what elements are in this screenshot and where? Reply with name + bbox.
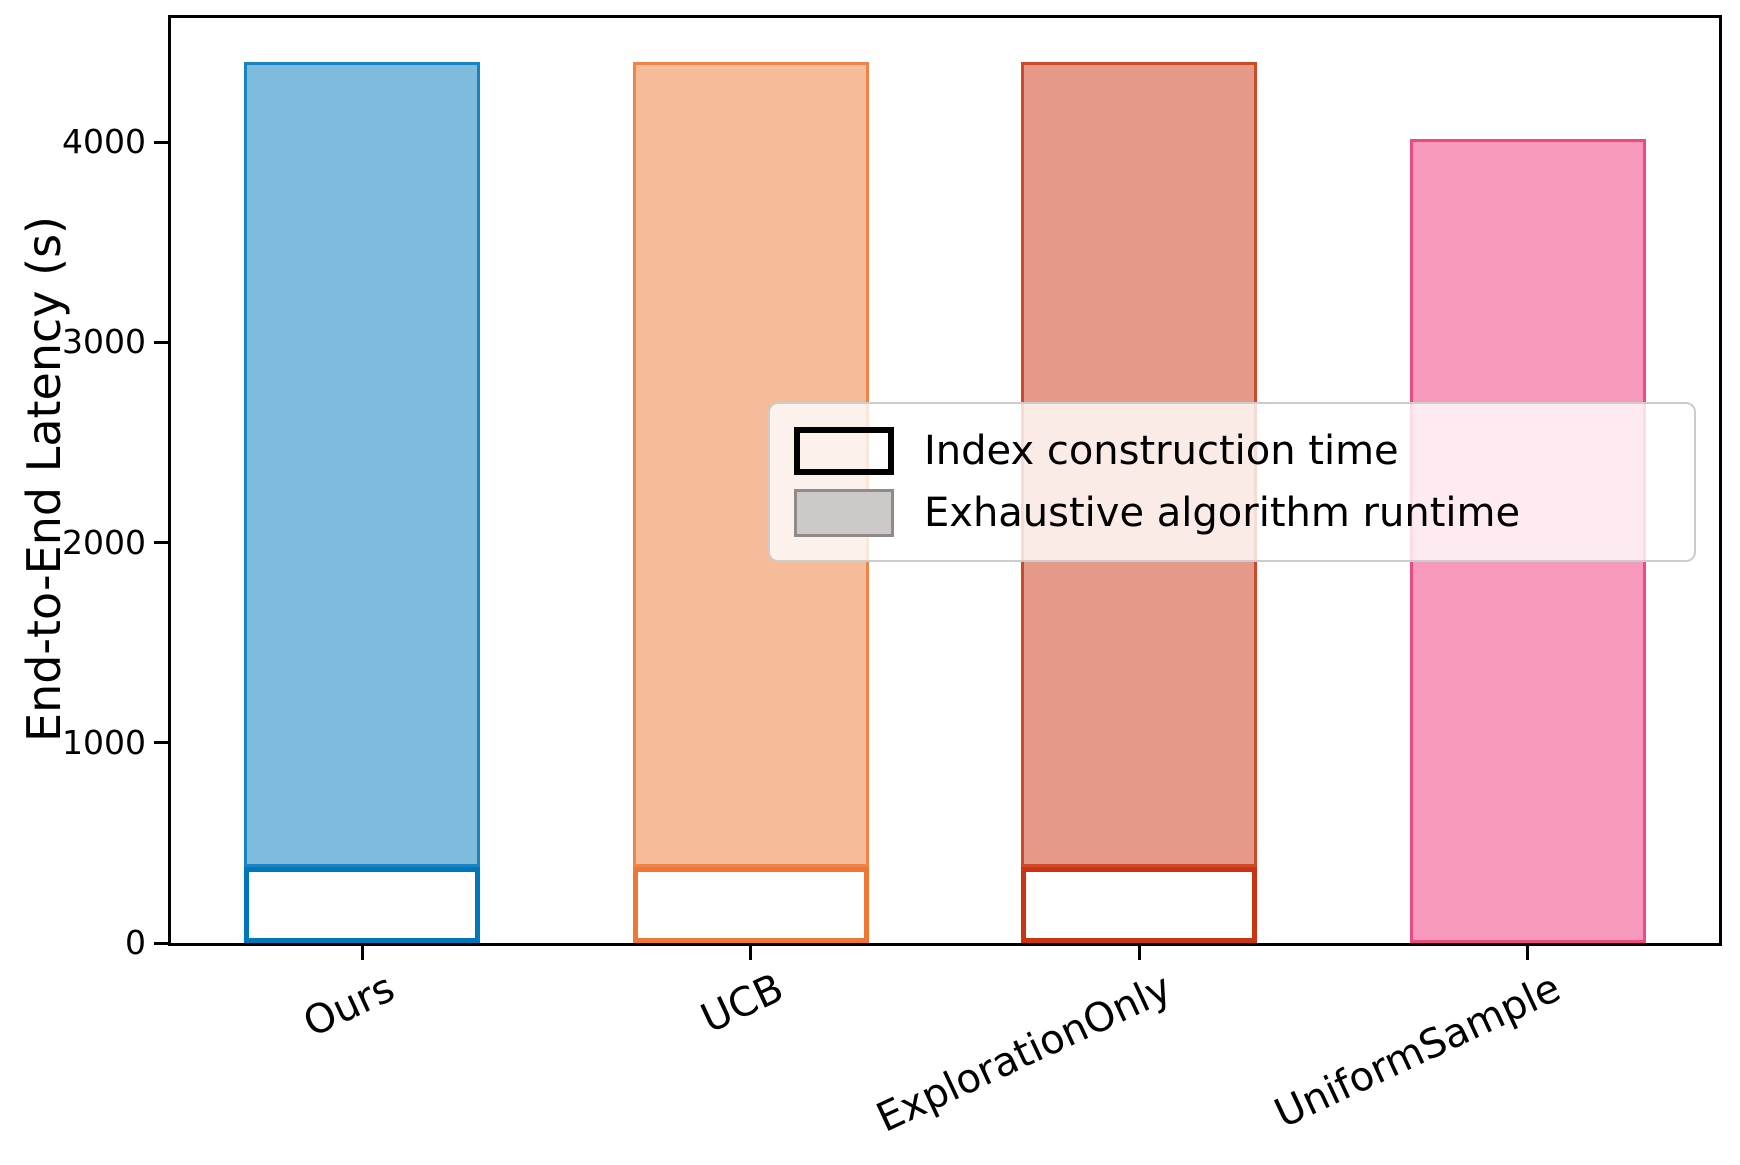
legend-label-exhaustive-runtime: Exhaustive algorithm runtime — [924, 490, 1521, 536]
legend-row-exhaustive-runtime: Exhaustive algorithm runtime — [794, 489, 1670, 537]
y-tick-mark — [154, 140, 168, 144]
x-tick-mark — [360, 946, 364, 960]
bar-index-explorationonly — [1021, 866, 1258, 943]
legend-label-index-construction: Index construction time — [924, 428, 1399, 474]
plot-area — [168, 15, 1722, 946]
x-tick-label-explorationonly: ExplorationOnly — [870, 965, 1179, 1142]
bar-exhaustive-ours — [244, 61, 481, 867]
x-tick-label-uniformsample: UniformSample — [1267, 965, 1568, 1138]
y-tick-mark — [154, 340, 168, 344]
legend: Index construction time Exhaustive algor… — [768, 402, 1696, 562]
x-tick-mark — [749, 946, 753, 960]
x-tick-mark — [1526, 946, 1530, 960]
x-tick-label-ours: Ours — [296, 965, 402, 1047]
y-tick-label: 4000 — [62, 122, 146, 161]
legend-row-index-construction: Index construction time — [794, 427, 1670, 475]
legend-swatch-grayfill-icon — [794, 489, 894, 537]
bar-index-ours — [244, 866, 481, 943]
y-tick-mark — [154, 741, 168, 745]
y-axis-title: End-to-End Latency (s) — [17, 216, 71, 742]
y-tick-label: 1000 — [62, 722, 146, 762]
y-tick-mark — [154, 541, 168, 544]
y-tick-mark — [154, 941, 168, 945]
y-tick-label: 2000 — [62, 522, 146, 562]
legend-swatch-outline-icon — [794, 427, 894, 475]
x-tick-mark — [1137, 946, 1141, 960]
y-tick-label: 3000 — [62, 322, 146, 362]
bar-index-ucb — [632, 866, 869, 943]
y-tick-label: 0 — [125, 923, 146, 962]
x-tick-label-ucb: UCB — [694, 965, 791, 1043]
